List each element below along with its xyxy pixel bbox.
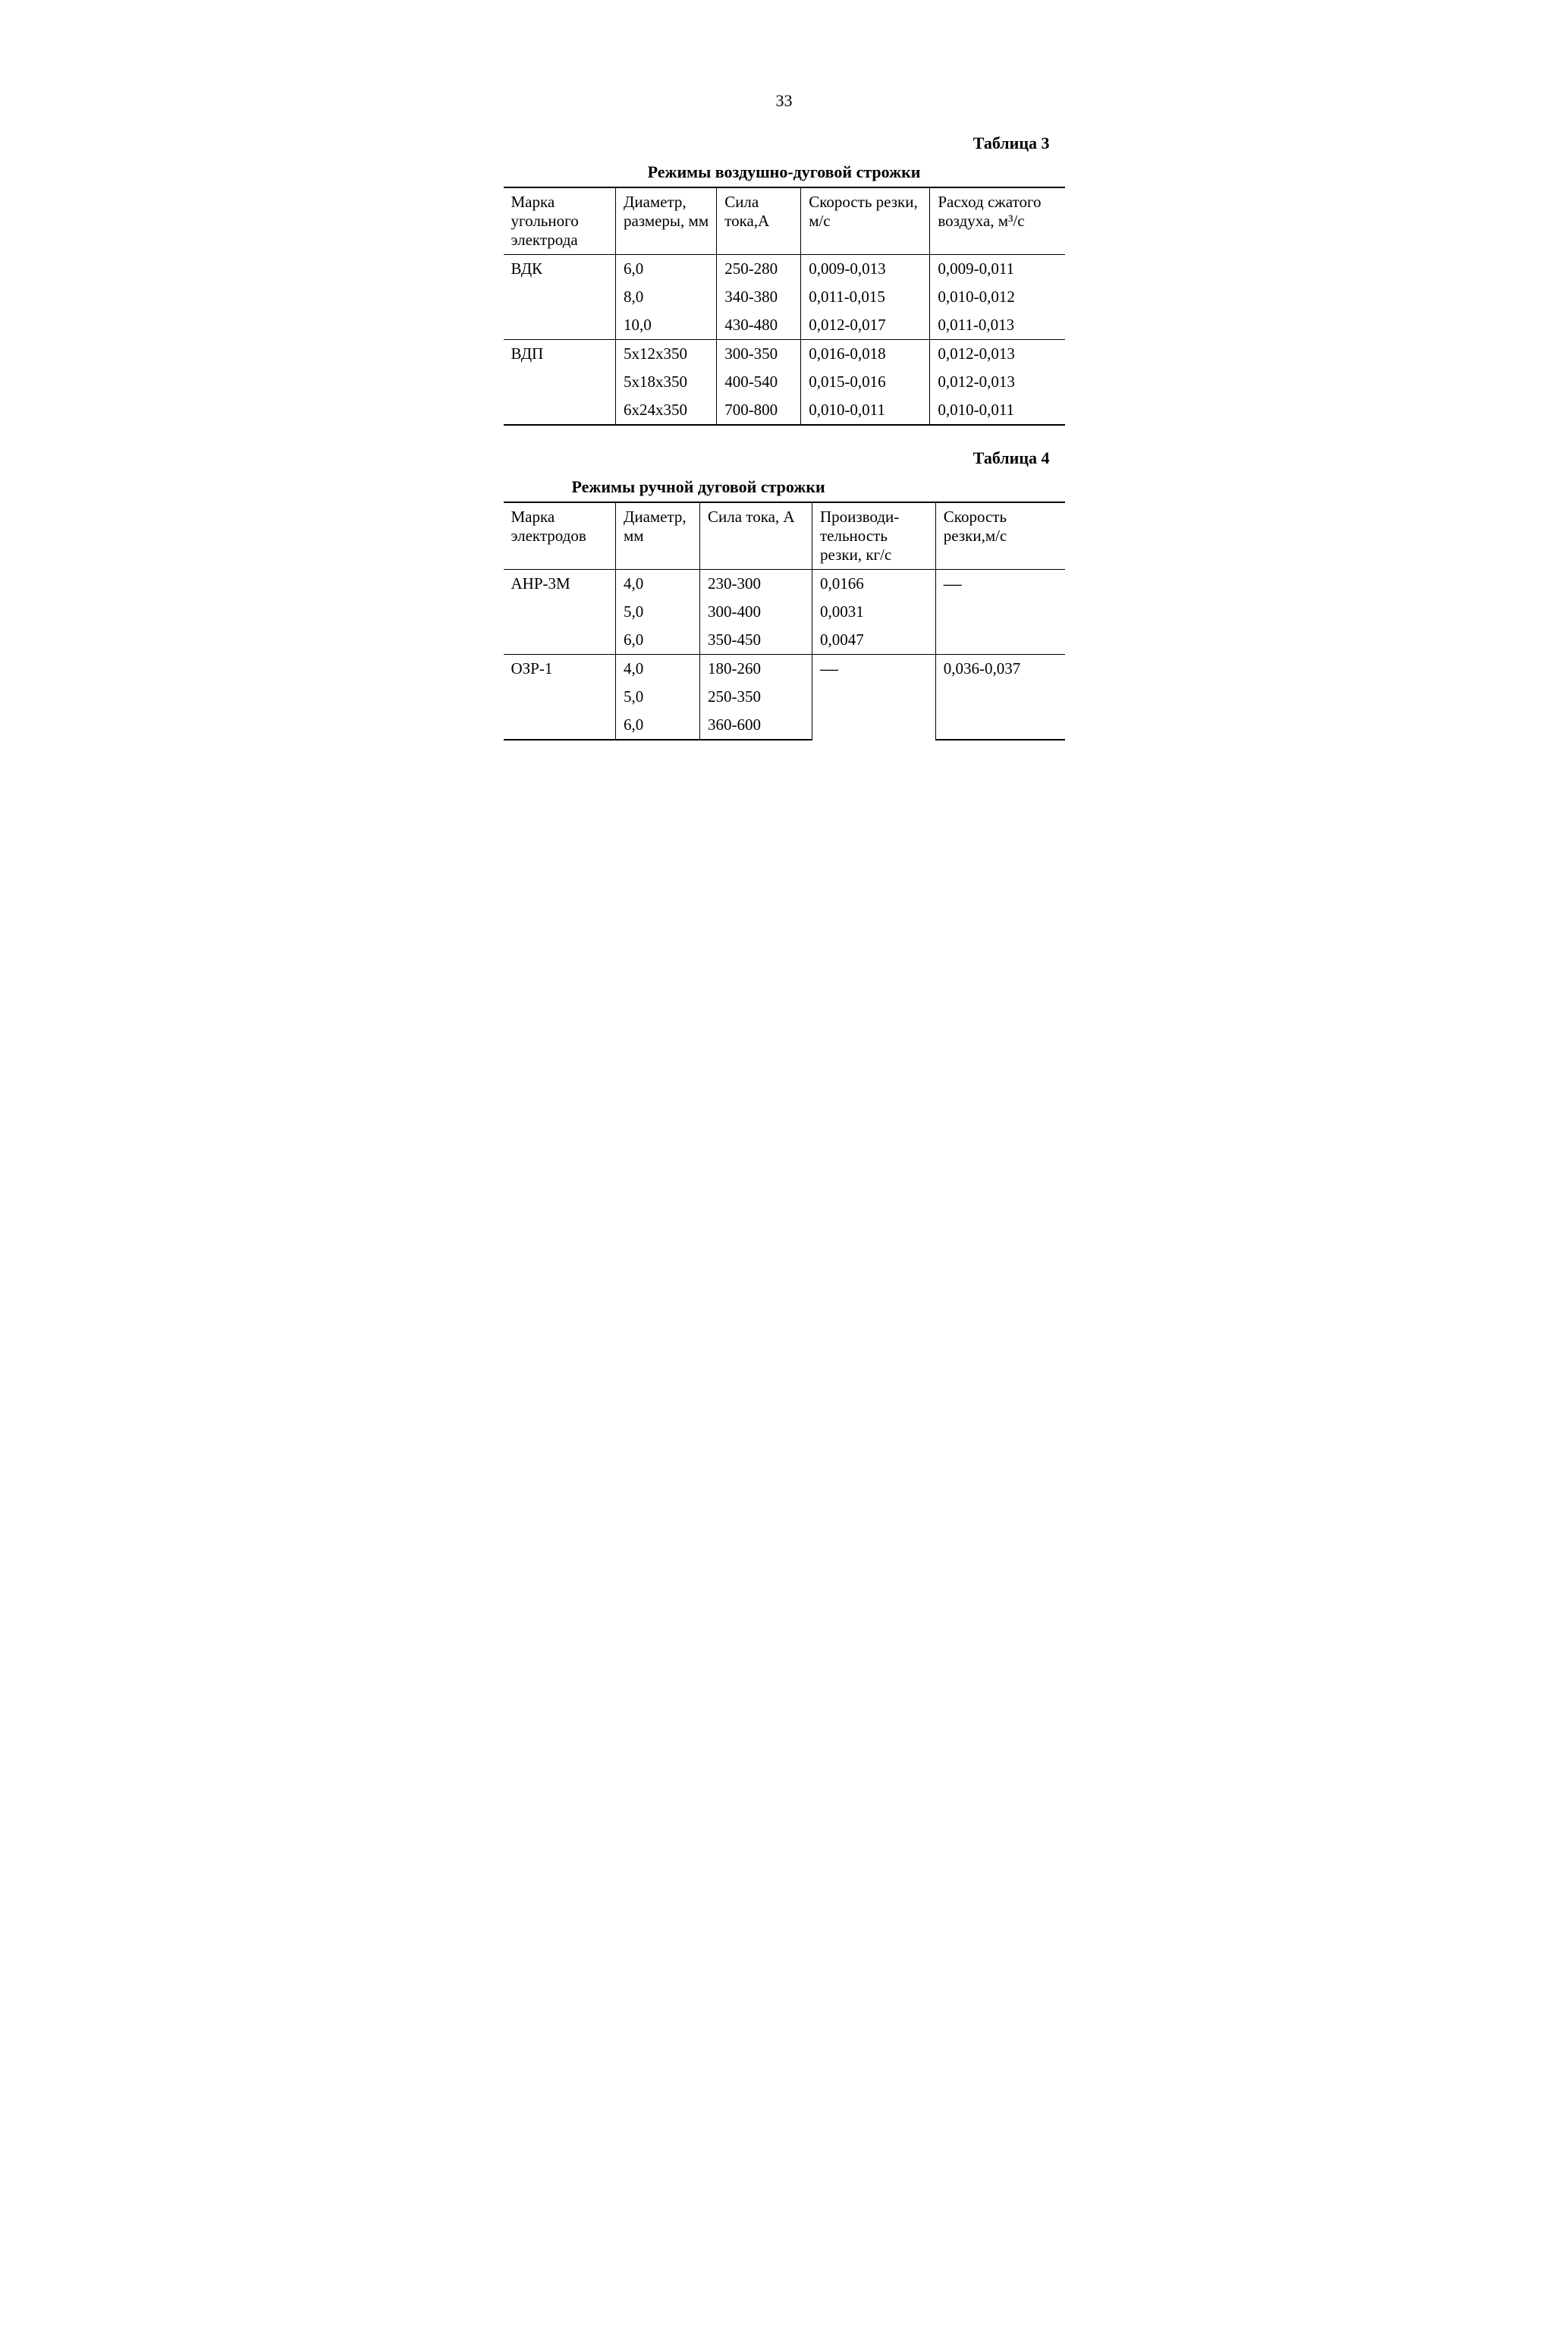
cell [504, 711, 616, 740]
cell: 250-280 [717, 255, 801, 284]
table3-label: Таблица 3 [504, 134, 1065, 153]
cell: 5,0 [616, 683, 700, 711]
cell: 5х18х350 [616, 368, 717, 396]
cell: 0,015-0,016 [801, 368, 930, 396]
table-row: ВДК 6,0 250-280 0,009-0,013 0,009-0,011 [504, 255, 1065, 284]
cell: 0,0166 [812, 570, 936, 599]
cell: 230-300 [700, 570, 812, 599]
table4-col0: Марка электродов [504, 502, 616, 570]
page-number: 33 [504, 91, 1065, 111]
table4-col3: Производи­тельность резки, кг/с [812, 502, 936, 570]
cell: 0,011-0,015 [801, 283, 930, 311]
document-page: 33 Таблица 3 Режимы воздушно-дуговой стр… [443, 0, 1126, 824]
table3-col4: Расход сжатого воздуха, м³/с [930, 187, 1065, 255]
cell: 350-450 [700, 626, 812, 655]
table-row: 5х18х350 400-540 0,015-0,016 0,012-0,013 [504, 368, 1065, 396]
cell: 6,0 [616, 255, 717, 284]
cell: 300-350 [717, 340, 801, 369]
table-row: 10,0 430-480 0,012-0,017 0,011-0,013 [504, 311, 1065, 340]
cell: 0,009-0,011 [930, 255, 1065, 284]
cell: 360-600 [700, 711, 812, 740]
cell: 10,0 [616, 311, 717, 340]
cell: 400-540 [717, 368, 801, 396]
table4-col2: Сила тока, А [700, 502, 812, 570]
cell: — [935, 570, 1064, 655]
cell: 5,0 [616, 598, 700, 626]
cell: 0,012-0,017 [801, 311, 930, 340]
cell: 0,016-0,018 [801, 340, 930, 369]
table3-caption: Режимы воздушно-дуговой строжки [504, 162, 1065, 182]
cell: 0,012-0,013 [930, 368, 1065, 396]
table3-col2: Сила тока,А [717, 187, 801, 255]
cell: 6х24х350 [616, 396, 717, 425]
cell: 0,009-0,013 [801, 255, 930, 284]
cell [504, 598, 616, 626]
cell: 180-260 [700, 655, 812, 684]
cell-label: ВДК [504, 255, 616, 284]
cell: 700-800 [717, 396, 801, 425]
cell [504, 368, 616, 396]
cell-label: АНР-3М [504, 570, 616, 599]
table4-caption: Режимы ручной дуговой строжки [504, 477, 1065, 497]
cell [935, 683, 1064, 711]
cell: 0,036-0,037 [935, 655, 1064, 684]
cell: 0,010-0,012 [930, 283, 1065, 311]
cell [504, 283, 616, 311]
cell: 4,0 [616, 570, 700, 599]
cell: 340-380 [717, 283, 801, 311]
cell: 250-350 [700, 683, 812, 711]
cell: 300-400 [700, 598, 812, 626]
table-row: ОЗР-1 4,0 180-260 — 0,036-0,037 [504, 655, 1065, 684]
table-row: 5,0 250-350 [504, 683, 1065, 711]
table-row: АНР-3М 4,0 230-300 0,0166 — [504, 570, 1065, 599]
table-row: ВДП 5х12х350 300-350 0,016-0,018 0,012-0… [504, 340, 1065, 369]
table4-header: Марка электродов Диаметр, мм Сила тока, … [504, 502, 1065, 570]
cell: 0,0031 [812, 598, 936, 626]
cell [935, 711, 1064, 740]
table-row: 6,0 360-600 [504, 711, 1065, 740]
table-row: 6х24х350 700-800 0,010-0,011 0,010-0,011 [504, 396, 1065, 425]
cell [504, 683, 616, 711]
cell: 8,0 [616, 283, 717, 311]
table3-col1: Диаметр, размеры, мм [616, 187, 717, 255]
table3-header: Марка угольного электрода Диаметр, разме… [504, 187, 1065, 255]
cell: 0,0047 [812, 626, 936, 655]
cell: 6,0 [616, 626, 700, 655]
table3-col0: Марка угольного электрода [504, 187, 616, 255]
cell [504, 626, 616, 655]
table4: Марка электродов Диаметр, мм Сила тока, … [504, 502, 1065, 741]
cell: 4,0 [616, 655, 700, 684]
cell: 0,012-0,013 [930, 340, 1065, 369]
cell: 0,010-0,011 [930, 396, 1065, 425]
cell: 0,011-0,013 [930, 311, 1065, 340]
cell [504, 396, 616, 425]
table3: Марка угольного электрода Диаметр, разме… [504, 187, 1065, 426]
table3-col3: Скорость резки, м/с [801, 187, 930, 255]
cell: 5х12х350 [616, 340, 717, 369]
table-row: 8,0 340-380 0,011-0,015 0,010-0,012 [504, 283, 1065, 311]
cell: 6,0 [616, 711, 700, 740]
cell: 0,010-0,011 [801, 396, 930, 425]
cell-label: ВДП [504, 340, 616, 369]
cell: 430-480 [717, 311, 801, 340]
cell: — [812, 655, 936, 741]
cell [504, 311, 616, 340]
cell-label: ОЗР-1 [504, 655, 616, 684]
table4-col4: Скорость резки,м/с [935, 502, 1064, 570]
table4-col1: Диаметр, мм [616, 502, 700, 570]
table4-label: Таблица 4 [504, 448, 1065, 468]
